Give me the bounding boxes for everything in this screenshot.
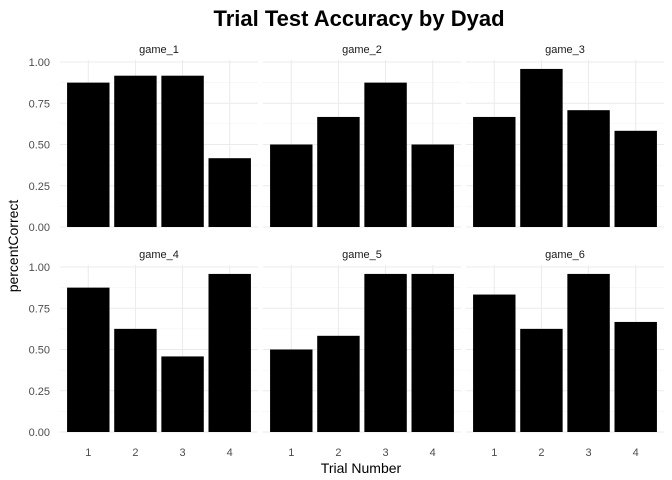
facet-panel-game_5: game_5: [263, 249, 461, 433]
x-tick-label: 1: [491, 447, 497, 459]
bar-game_2-trial-2: [317, 116, 360, 227]
x-tick-label: 3: [586, 447, 592, 459]
bar-game_1-trial-1: [67, 82, 110, 227]
x-tick-label: 1: [288, 447, 294, 459]
y-tick-label: 0.25: [29, 181, 50, 193]
bar-game_4-trial-2: [114, 328, 157, 432]
y-axis-ticks: 0.00 0.25 0.50 0.75 1.00 0.00 0.25 0.50 0.75 1.00: [29, 57, 50, 439]
x-tick-label: 3: [383, 447, 389, 459]
bar-game_4-trial-3: [161, 356, 204, 432]
bar-game_4-trial-4: [208, 273, 251, 432]
bar-game_3-trial-4: [614, 130, 657, 227]
bar-game_1-trial-2: [114, 75, 157, 227]
y-tick-label: 0.50: [29, 345, 50, 357]
y-tick-label: 0.00: [29, 427, 50, 439]
facet-strip-label: game_4: [139, 249, 179, 261]
y-tick-label: 0.75: [29, 98, 50, 110]
facet-panel-game_1: game_1: [60, 44, 258, 228]
bar-game_3-trial-2: [520, 68, 563, 228]
x-tick-label: 3: [180, 447, 186, 459]
facet-strip-label: game_5: [342, 249, 382, 261]
facet-strip-label: game_6: [545, 249, 585, 261]
bar-game_6-trial-3: [567, 273, 610, 432]
bar-game_3-trial-3: [567, 110, 610, 227]
y-tick-label: 0.75: [29, 303, 50, 315]
bar-game_4-trial-1: [67, 287, 110, 432]
bar-game_6-trial-4: [614, 321, 657, 432]
bar-game_2-trial-4: [411, 144, 454, 227]
facet-strip-label: game_3: [545, 44, 585, 56]
x-tick-label: 2: [132, 447, 138, 459]
y-tick-label: 1.00: [29, 262, 50, 274]
bar-game_2-trial-1: [270, 144, 313, 227]
facet-panel-game_3: game_3: [466, 44, 664, 228]
x-axis-ticks: 1 2 3 4 1 2 3 4 1 2 3 4: [85, 447, 639, 459]
y-tick-label: 1.00: [29, 57, 50, 69]
y-tick-label: 0.50: [29, 140, 50, 152]
x-tick-label: 4: [227, 447, 233, 459]
y-axis-title: percentCorrect: [5, 200, 21, 293]
facet-strip-label: game_2: [342, 44, 382, 56]
bar-game_3-trial-1: [473, 116, 516, 227]
facet-panel-game_2: game_2: [263, 44, 461, 228]
bar-game_6-trial-1: [473, 294, 516, 432]
bar-game_2-trial-3: [364, 82, 407, 227]
facet-panels: game_1 game_2 game_3 game_4 game_5 game_6: [60, 44, 664, 433]
x-axis-title: Trial Number: [321, 460, 402, 476]
facet-panel-game_4: game_4: [60, 249, 258, 433]
bar-game_1-trial-4: [208, 158, 251, 227]
x-tick-label: 1: [85, 447, 91, 459]
x-tick-label: 4: [633, 447, 639, 459]
y-tick-label: 0.00: [29, 222, 50, 234]
facet-panel-game_6: game_6: [466, 249, 664, 433]
chart-title: Trial Test Accuracy by Dyad: [213, 6, 504, 31]
facet-strip-label: game_1: [139, 44, 179, 56]
x-tick-label: 2: [335, 447, 341, 459]
x-tick-label: 4: [430, 447, 436, 459]
bar-game_5-trial-1: [270, 349, 313, 432]
y-tick-label: 0.25: [29, 386, 50, 398]
bar-game_6-trial-2: [520, 328, 563, 432]
bar-game_5-trial-3: [364, 273, 407, 432]
bar-game_5-trial-4: [411, 273, 454, 432]
bar-game_5-trial-2: [317, 335, 360, 432]
bar-game_1-trial-3: [161, 75, 204, 227]
x-tick-label: 2: [538, 447, 544, 459]
